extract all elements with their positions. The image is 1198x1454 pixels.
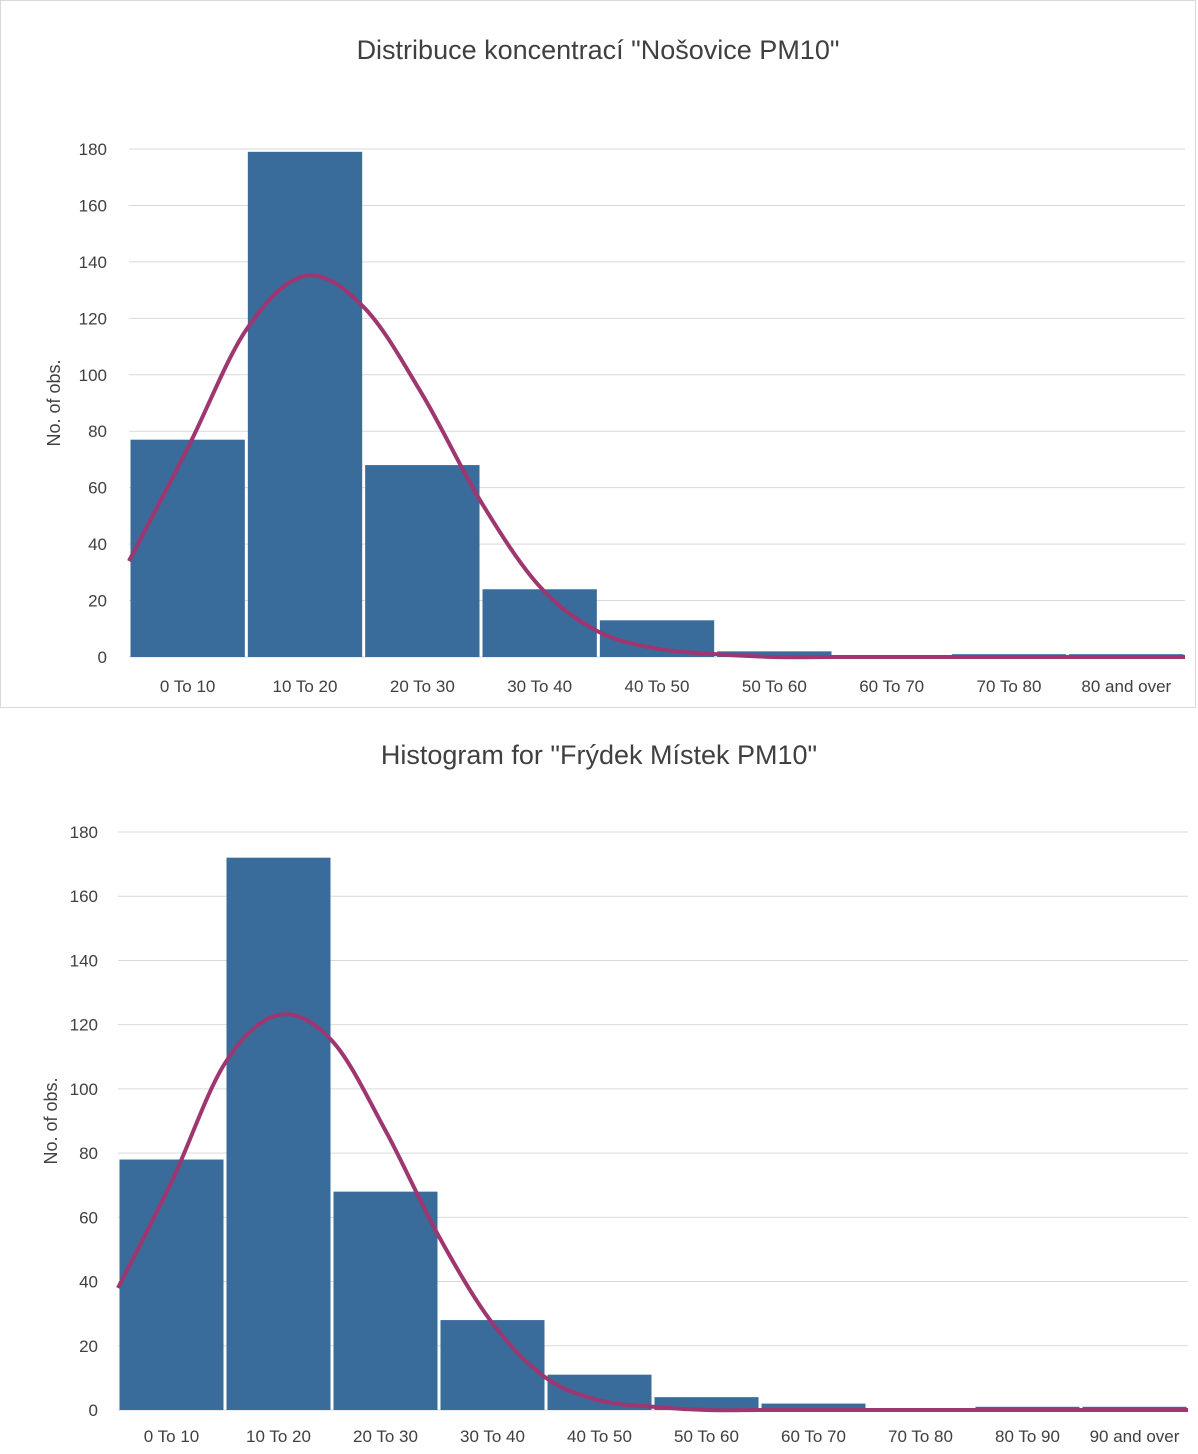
x-tick-label: 70 To 80 (977, 677, 1042, 696)
y-tick-label: 40 (79, 1273, 98, 1292)
x-tick-label: 60 To 70 (859, 677, 924, 696)
x-tick-label: 60 To 70 (781, 1427, 846, 1446)
y-tick-label: 100 (70, 1080, 98, 1099)
x-tick-label: 50 To 60 (674, 1427, 739, 1446)
y-tick-label: 140 (79, 253, 107, 272)
histogram-bar (761, 1403, 866, 1410)
y-tick-label: 80 (88, 422, 107, 441)
chart-title: Histogram for "Frýdek Místek PM10" (380, 740, 818, 770)
y-tick-label: 40 (88, 535, 107, 554)
y-axis-title: No. of obs. (41, 1077, 61, 1164)
x-tick-label: 40 To 50 (567, 1427, 632, 1446)
y-tick-label: 180 (79, 140, 107, 159)
y-tick-label: 60 (79, 1208, 98, 1227)
histogram-bar (365, 465, 480, 657)
histogram-bar (130, 439, 245, 657)
x-tick-label: 70 To 80 (888, 1427, 953, 1446)
histogram-bar (482, 589, 597, 657)
chart-panel-frydek-mistek: Histogram for "Frýdek Místek PM10" 0 20 40… (0, 716, 1198, 1454)
chart-panel-nosovice: Distribuce koncentrací "Nošovice PM10" 0… (0, 0, 1196, 708)
y-tick-label: 0 (89, 1401, 98, 1420)
x-tick-label: 30 To 40 (507, 677, 572, 696)
x-tick-label: 80 and over (1081, 677, 1171, 696)
histogram-frydek-mistek: 0 20 40 60 80 100 120 140 160 180 0 To 10 10 To 20 2… (41, 823, 1188, 1446)
histogram-nosovice: 0 20 40 60 80 100 120 140 160 180 0 To 10 10 To 20 2… (44, 140, 1185, 696)
chart-title: Distribuce koncentrací "Nošovice PM10" (356, 35, 840, 65)
x-tick-label: 20 To 30 (390, 677, 455, 696)
histogram-bar (247, 151, 363, 658)
histogram-bar (119, 1159, 224, 1410)
fitted-normal-curve (127, 273, 1185, 660)
y-tick-label: 180 (70, 823, 98, 842)
histogram-bar (654, 1397, 759, 1410)
y-tick-label: 80 (79, 1144, 98, 1163)
y-tick-label: 120 (79, 309, 107, 328)
y-tick-label: 20 (88, 592, 107, 611)
x-tick-label: 20 To 30 (353, 1427, 418, 1446)
x-tick-label: 0 To 10 (144, 1427, 199, 1446)
x-tick-label: 10 To 20 (273, 677, 338, 696)
x-tick-label: 40 To 50 (625, 677, 690, 696)
y-tick-label: 0 (98, 648, 107, 667)
y-tick-label: 60 (88, 479, 107, 498)
y-tick-label: 100 (79, 366, 107, 385)
y-tick-label: 20 (79, 1337, 98, 1356)
y-tick-label: 160 (70, 887, 98, 906)
y-tick-label: 120 (70, 1016, 98, 1035)
x-tick-label: 90 and over (1090, 1427, 1180, 1446)
histogram-bar (717, 651, 832, 657)
y-tick-label: 160 (79, 196, 107, 215)
fitted-normal-curve (116, 1012, 1188, 1413)
x-tick-label: 30 To 40 (460, 1427, 525, 1446)
x-tick-label: 0 To 10 (160, 677, 215, 696)
y-axis-title: No. of obs. (44, 359, 64, 446)
histogram-bar (333, 1191, 438, 1410)
x-tick-label: 80 To 90 (995, 1427, 1060, 1446)
x-tick-label: 10 To 20 (246, 1427, 311, 1446)
histogram-bar (226, 857, 331, 1410)
y-tick-label: 140 (70, 951, 98, 970)
x-tick-label: 50 To 60 (742, 677, 807, 696)
